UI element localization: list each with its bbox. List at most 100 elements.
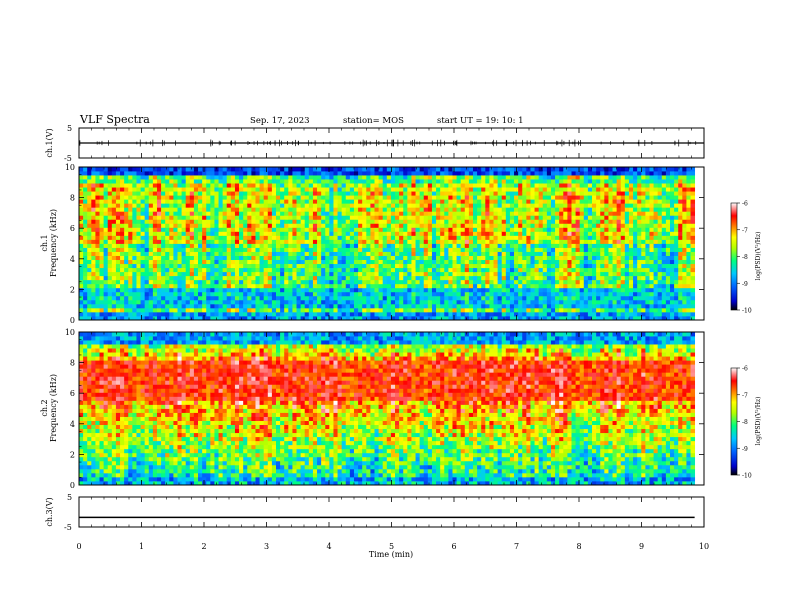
spectrogram-cell bbox=[284, 263, 289, 269]
spectrogram-cell bbox=[571, 179, 576, 184]
spectrogram-cell bbox=[198, 247, 203, 252]
spectrogram-cell bbox=[390, 167, 396, 172]
spectrogram-cell bbox=[115, 275, 121, 281]
spectrogram-cell bbox=[436, 191, 441, 196]
spectrogram-cell bbox=[79, 183, 84, 188]
spectrogram-cell bbox=[374, 283, 379, 289]
spectrogram-cell bbox=[386, 191, 392, 196]
spectrogram-cell bbox=[436, 227, 441, 232]
spectrogram-cell bbox=[366, 247, 371, 252]
spectrogram-cell bbox=[374, 303, 379, 309]
spectrogram-cell bbox=[300, 263, 306, 269]
spectrogram-cell bbox=[534, 199, 540, 204]
spectrogram-cell bbox=[522, 311, 527, 317]
spectrogram-cell bbox=[267, 283, 273, 289]
spectrogram-cell bbox=[115, 187, 121, 192]
spectrogram-cell bbox=[120, 199, 125, 204]
spectrogram-cell bbox=[263, 283, 269, 289]
spectrogram-cell bbox=[202, 203, 207, 208]
spectrogram-cell bbox=[247, 291, 252, 297]
spectrogram-cell bbox=[317, 267, 322, 273]
spectrogram-cell bbox=[177, 299, 182, 305]
spectrogram-cell bbox=[596, 279, 601, 285]
spectrogram-cell bbox=[489, 219, 494, 224]
spectrogram-cell bbox=[263, 235, 269, 240]
spectrogram-cell bbox=[555, 203, 560, 208]
spectrogram-cell bbox=[382, 263, 388, 269]
spectrogram-cell bbox=[239, 219, 244, 224]
spectrogram-cell bbox=[161, 195, 166, 200]
spectrogram-cell bbox=[345, 279, 351, 285]
spectrogram-cell bbox=[530, 171, 535, 176]
spectrogram-cell bbox=[152, 279, 158, 285]
spectrogram-cell bbox=[300, 299, 306, 305]
spectrogram-cell bbox=[592, 295, 597, 301]
spectrogram-cell bbox=[325, 199, 330, 204]
spectrogram-cell bbox=[509, 267, 515, 273]
spectrogram-cell bbox=[526, 247, 531, 252]
spectrogram-cell bbox=[538, 271, 544, 277]
spectrogram-cell bbox=[267, 167, 273, 172]
spectrogram-cell bbox=[321, 263, 326, 269]
spectrogram-cell bbox=[534, 215, 540, 220]
spectrogram-cell bbox=[165, 283, 170, 289]
spectrogram-cell bbox=[210, 303, 215, 309]
spectrogram-cell bbox=[280, 203, 285, 208]
spectrogram-cell bbox=[546, 199, 552, 204]
spectrogram-cell bbox=[395, 187, 400, 192]
spectrogram-cell bbox=[276, 251, 281, 256]
spectrogram-cell bbox=[177, 255, 182, 261]
spectrogram-cell bbox=[477, 207, 482, 212]
spectrogram-cell bbox=[456, 211, 462, 216]
spectrogram-cell bbox=[456, 263, 462, 269]
spectrogram-cell bbox=[288, 311, 293, 317]
spectrogram-cell bbox=[156, 239, 162, 244]
spectrogram-cell bbox=[349, 227, 355, 232]
spectrogram-cell bbox=[292, 223, 297, 228]
spectrogram-cell bbox=[382, 247, 388, 252]
spectrogram-cell bbox=[161, 231, 166, 236]
spectrogram-cell bbox=[247, 167, 252, 172]
spectrogram-cell bbox=[276, 187, 281, 192]
spectrogram-cell bbox=[79, 187, 84, 192]
spectrogram-cell bbox=[374, 171, 379, 176]
spectrogram-cell bbox=[567, 239, 572, 244]
spectrogram-cell bbox=[95, 195, 100, 200]
spectrogram-cell bbox=[230, 175, 236, 180]
spectrogram-cell bbox=[91, 223, 96, 228]
spectrogram-cell bbox=[148, 203, 154, 208]
spectrogram-cell bbox=[329, 179, 334, 184]
spectrogram-cell bbox=[366, 283, 371, 289]
spectrogram-cell bbox=[206, 215, 211, 220]
spectrogram-cell bbox=[263, 307, 269, 313]
spectrogram-cell bbox=[222, 179, 228, 184]
spectrogram-cell bbox=[115, 263, 121, 269]
spectrogram-cell bbox=[222, 307, 228, 313]
spectrogram-cell bbox=[239, 263, 244, 269]
spectrogram-cell bbox=[329, 199, 334, 204]
spectrogram-cell bbox=[296, 199, 302, 204]
spectrogram-cell bbox=[452, 227, 457, 232]
spectrogram-cell bbox=[169, 179, 174, 184]
spectrogram-cell bbox=[255, 219, 260, 224]
spectrogram-cell bbox=[296, 299, 302, 305]
spectrogram-cell bbox=[210, 231, 215, 236]
spectrogram-cell bbox=[161, 299, 166, 305]
spectrogram-cell bbox=[600, 207, 605, 212]
spectrogram-cell bbox=[193, 247, 199, 252]
spectrogram-cell bbox=[148, 295, 154, 301]
spectrogram-cell bbox=[230, 275, 236, 281]
spectrogram-cell bbox=[542, 179, 548, 184]
spectrogram-cell bbox=[571, 235, 576, 240]
spectrogram-cell bbox=[374, 295, 379, 301]
spectrogram-cell bbox=[497, 203, 503, 208]
spectrogram-cell bbox=[296, 235, 302, 240]
spectrogram-cell bbox=[152, 223, 158, 228]
spectrogram-cell bbox=[214, 271, 219, 277]
spectrogram-cell bbox=[222, 211, 228, 216]
spectrogram-cell bbox=[107, 251, 113, 256]
spectrogram-cell bbox=[464, 243, 470, 248]
spectrogram-cell bbox=[156, 171, 162, 176]
spectrogram-cell bbox=[276, 239, 281, 244]
spectrogram-cell bbox=[559, 275, 564, 281]
